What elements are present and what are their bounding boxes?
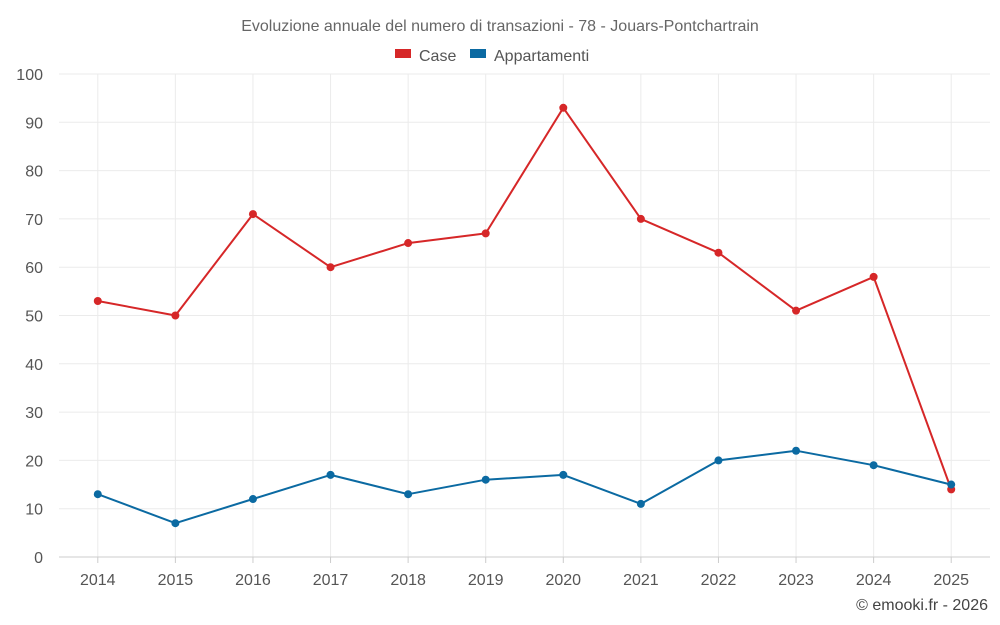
x-tick-label: 2015 (158, 572, 194, 589)
grid (59, 73, 990, 557)
data-point-appartamenti[interactable] (481, 475, 490, 484)
data-point-case[interactable] (248, 210, 257, 219)
y-tick-label: 100 (16, 67, 43, 84)
y-tick-label: 40 (25, 357, 43, 374)
data-point-appartamenti[interactable] (93, 490, 102, 499)
x-tick-label: 2020 (545, 572, 581, 589)
x-tick-label: 2021 (623, 572, 659, 589)
y-axis: 0 10 20 30 40 50 60 70 80 90 100 (16, 67, 43, 567)
y-tick-label: 0 (34, 550, 43, 567)
y-tick-label: 70 (25, 212, 43, 229)
y-tick-label: 90 (25, 115, 43, 132)
data-point-case[interactable] (481, 229, 490, 238)
data-point-appartamenti[interactable] (869, 461, 878, 470)
legend-swatch-case (395, 49, 411, 58)
legend: Case Appartamenti (395, 48, 589, 65)
series-layer (93, 103, 956, 528)
series-line-case (97, 106, 953, 490)
data-point-case[interactable] (636, 214, 645, 223)
data-point-case[interactable] (792, 306, 801, 315)
x-tick-label: 2016 (235, 572, 271, 589)
legend-swatch-appartamenti (470, 49, 486, 58)
data-point-appartamenti[interactable] (559, 470, 568, 479)
data-point-appartamenti[interactable] (636, 499, 645, 508)
data-point-case[interactable] (326, 263, 335, 272)
y-tick-label: 80 (25, 164, 43, 181)
data-point-appartamenti[interactable] (404, 490, 413, 499)
data-point-appartamenti[interactable] (171, 519, 180, 528)
series-appartamenti (93, 446, 956, 528)
legend-label-case[interactable]: Case (419, 48, 456, 65)
data-point-case[interactable] (171, 311, 180, 320)
data-point-appartamenti[interactable] (947, 480, 956, 489)
y-tick-label: 10 (25, 502, 43, 519)
x-tick-label: 2014 (80, 572, 116, 589)
x-axis: 2014 2015 2016 2017 2018 2019 2020 2021 2022 2023… (59, 556, 990, 589)
data-point-appartamenti[interactable] (248, 495, 257, 504)
credit-text: © emooki.fr - 2026 (856, 597, 988, 614)
legend-label-appartamenti[interactable]: Appartamenti (494, 48, 589, 65)
series-line-appartamenti (97, 449, 952, 525)
data-point-case[interactable] (869, 272, 878, 281)
x-tick-label: 2024 (856, 572, 892, 589)
x-tick-label: 2025 (933, 572, 969, 589)
data-point-appartamenti[interactable] (714, 456, 723, 465)
data-point-appartamenti[interactable] (792, 446, 801, 455)
x-tick-label: 2023 (778, 572, 814, 589)
data-point-appartamenti[interactable] (326, 470, 335, 479)
x-tick-label: 2022 (701, 572, 737, 589)
series-case (93, 103, 956, 494)
y-tick-label: 30 (25, 405, 43, 422)
y-tick-label: 50 (25, 309, 43, 326)
x-tick-label: 2017 (313, 572, 349, 589)
x-tick-label: 2018 (390, 572, 426, 589)
y-tick-label: 20 (25, 453, 43, 470)
x-tick-label: 2019 (468, 572, 504, 589)
data-point-case[interactable] (714, 248, 723, 257)
chart-title: Evoluzione annuale del numero di transaz… (241, 18, 759, 35)
data-point-case[interactable] (93, 297, 102, 306)
y-tick-label: 60 (25, 260, 43, 277)
data-point-case[interactable] (404, 239, 413, 248)
data-point-case[interactable] (559, 103, 568, 112)
